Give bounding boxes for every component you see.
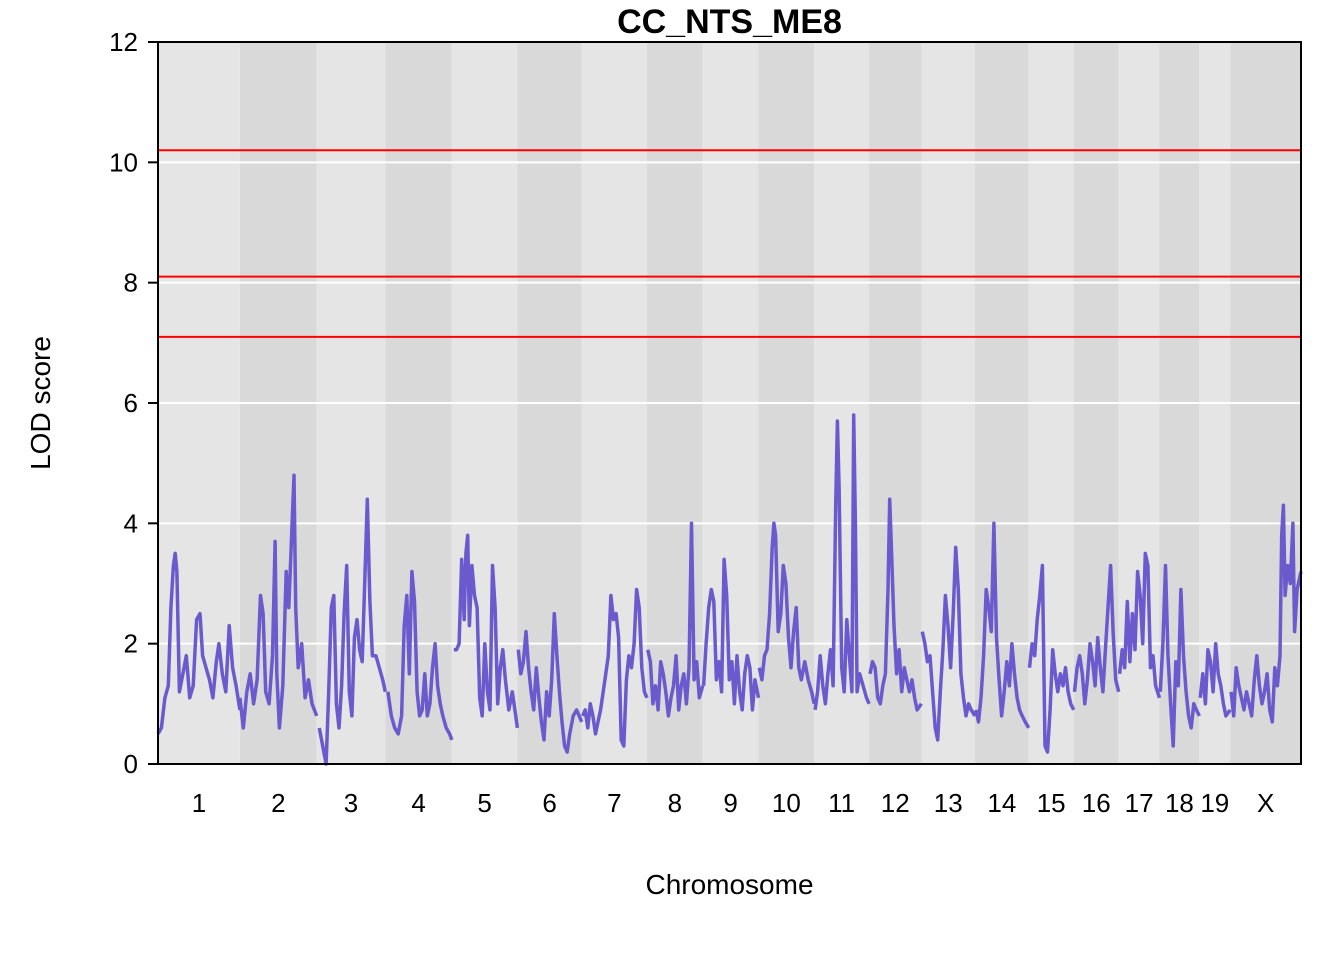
x-tick-label: 17 [1125, 788, 1154, 818]
lod-line-chr-18 [1158, 563, 1201, 748]
x-tick-label: 3 [344, 788, 358, 818]
lod-line-chr-X [1229, 503, 1303, 724]
x-tick-label: 18 [1165, 788, 1194, 818]
lod-line-chr-11 [813, 413, 871, 711]
x-tick-label: 5 [477, 788, 491, 818]
lod-line-chr-7 [580, 587, 649, 748]
x-axis-label: Chromosome [645, 869, 813, 900]
lod-line-chr-1 [156, 551, 242, 735]
lod-line-chr-5 [453, 533, 520, 729]
x-tick-label: 15 [1037, 788, 1066, 818]
x-tick-label: 12 [881, 788, 910, 818]
x-tick-label: 11 [828, 788, 855, 818]
x-tick-label: 6 [542, 788, 556, 818]
lod-line-chr-14 [974, 521, 1031, 729]
x-tick-label: 9 [723, 788, 737, 818]
y-tick-label: 8 [124, 268, 138, 298]
lod-line-chr-2 [238, 473, 319, 730]
lod-line-chr-6 [516, 611, 584, 754]
lod-series [156, 413, 1303, 766]
y-tick-label: 4 [124, 508, 138, 538]
lod-line-chr-17 [1117, 551, 1162, 699]
x-tick-label: 2 [271, 788, 285, 818]
x-tick-label: X [1257, 788, 1274, 818]
lod-line-chr-10 [757, 521, 816, 705]
x-tick-label: 7 [607, 788, 621, 818]
y-tick-label: 0 [124, 749, 138, 779]
y-axis-label: LOD score [25, 336, 56, 470]
x-tick-label: 1 [192, 788, 206, 818]
x-tick-label: 19 [1200, 788, 1229, 818]
chart-title: CC_NTS_ME8 [617, 3, 842, 41]
y-tick-label: 2 [124, 629, 138, 659]
lod-line-chr-13 [920, 545, 977, 742]
lod-line-chr-15 [1027, 563, 1076, 754]
x-tick-label: 8 [668, 788, 682, 818]
y-tick-label: 10 [109, 147, 138, 177]
lod-line-chr-12 [868, 497, 923, 712]
x-tick-label: 10 [772, 788, 801, 818]
x-tick-label: 14 [987, 788, 1016, 818]
y-tick-label: 12 [109, 27, 138, 57]
lod-line-chr-4 [386, 569, 454, 741]
lod-line-chr-3 [317, 497, 388, 766]
x-axis-ticks: 1 2 3 4 5 6 7 8 9 10 11 12 13 14 15 16 17 18 19 X [192, 788, 1275, 818]
threshold-lines [158, 149, 1301, 338]
y-axis-ticks: 0 2 4 6 8 10 12 [109, 27, 158, 779]
x-tick-label: 13 [934, 788, 963, 818]
lod-line-chr-9 [701, 557, 761, 712]
x-tick-label: 16 [1082, 788, 1111, 818]
lod-line-chr-16 [1072, 563, 1121, 706]
lod-line-chr-19 [1198, 641, 1232, 718]
lod-line-chr-8 [646, 521, 705, 718]
y-tick-label: 6 [124, 388, 138, 418]
x-tick-label: 4 [411, 788, 425, 818]
